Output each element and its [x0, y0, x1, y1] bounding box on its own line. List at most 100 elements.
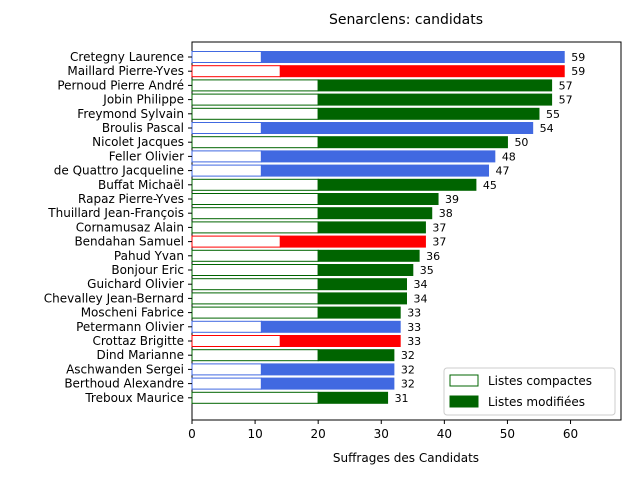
x-tick-label: 10 — [247, 427, 262, 441]
bar-modifiees — [317, 79, 553, 92]
bar-modifiees — [317, 391, 389, 404]
bar-modifiees — [317, 93, 553, 106]
bar-modifiees — [317, 264, 414, 276]
bar-compactes — [191, 249, 319, 262]
y-tick-label: Maillard Pierre-Yves — [67, 64, 184, 78]
bar-modifiees — [279, 235, 426, 248]
bar-modifiees — [317, 136, 508, 149]
bar-value-label: 45 — [483, 179, 497, 192]
bar-compactes — [191, 122, 262, 134]
bar-value-label: 57 — [559, 79, 573, 92]
bar-compactes — [191, 278, 319, 291]
y-tick-label: Cornamusaz Alain — [76, 220, 184, 234]
y-tick-label: Treboux Maurice — [84, 391, 184, 405]
bar-value-label: 34 — [414, 278, 428, 291]
bar-compactes — [191, 377, 262, 390]
y-tick-label: Crottaz Brigitte — [92, 334, 184, 348]
bar-value-label: 55 — [546, 108, 560, 121]
bar-compactes — [191, 292, 319, 305]
y-tick-label: Cretegny Laurence — [70, 50, 184, 64]
y-tick-label: Pahud Yvan — [114, 249, 184, 263]
bar-value-label: 33 — [407, 321, 421, 334]
bar-modifiees — [317, 278, 408, 291]
bar-compactes — [191, 164, 262, 177]
bar-value-label: 59 — [571, 51, 585, 64]
x-tick-label: 20 — [311, 427, 326, 441]
legend-label-modifiees: Listes modifiées — [488, 395, 585, 409]
y-tick-label: Bonjour Eric — [111, 263, 184, 277]
bar-modifiees — [317, 292, 408, 305]
y-tick-label: Broulis Pascal — [102, 121, 184, 135]
y-tick-label: Chevalley Jean-Bernard — [44, 291, 184, 305]
y-tick-label: Nicolet Jacques — [92, 135, 184, 149]
bar-compactes — [191, 207, 319, 220]
bar-compactes — [191, 178, 319, 191]
y-tick-label: Moscheni Fabrice — [81, 306, 184, 320]
bar-value-label: 31 — [395, 392, 409, 405]
bar-value-label: 34 — [414, 292, 428, 305]
y-tick-label: Guichard Olivier — [87, 277, 184, 291]
bar-value-label: 48 — [502, 150, 516, 163]
chart-title: Senarclens: candidats — [329, 12, 483, 28]
bar-compactes — [191, 264, 319, 276]
bar-value-label: 33 — [407, 307, 421, 320]
x-tick-label: 30 — [374, 427, 389, 441]
bar-modifiees — [317, 107, 540, 120]
bar-modifiees — [260, 320, 401, 333]
bar-compactes — [191, 51, 262, 63]
bar-compactes — [191, 235, 281, 248]
bar-modifiees — [260, 363, 395, 376]
bar-compactes — [191, 193, 319, 205]
bar-modifiees — [260, 51, 565, 63]
bar-modifiees — [260, 164, 490, 177]
bar-value-label: 35 — [420, 264, 434, 277]
x-axis: 0 10 20 30 40 50 60 — [188, 420, 578, 441]
bar-compactes — [191, 79, 319, 92]
bar-value-label: 54 — [540, 122, 554, 135]
y-tick-label: Bendahan Samuel — [74, 235, 184, 249]
y-tick-label: Dind Marianne — [96, 348, 184, 362]
y-tick-label: Freymond Sylvain — [77, 107, 184, 121]
bar-modifiees — [317, 207, 433, 220]
bars-layer: 5959575755545048474539383737363534343333… — [191, 51, 585, 405]
legend: Listes compactes Listes modifiées — [443, 367, 616, 416]
bar-modifiees — [317, 221, 426, 234]
legend-box — [443, 367, 616, 416]
y-tick-label: Aschwanden Sergei — [66, 362, 184, 376]
bar-value-label: 36 — [426, 250, 440, 263]
bar-compactes — [191, 363, 262, 376]
bar-compactes — [191, 65, 281, 78]
bar-value-label: 38 — [439, 207, 453, 220]
bar-modifiees — [260, 122, 534, 134]
bar-modifiees — [317, 306, 401, 319]
y-tick-label: Petermann Olivier — [76, 320, 184, 334]
bar-modifiees — [317, 178, 477, 191]
bar-value-label: 39 — [445, 193, 459, 206]
x-tick-label: 0 — [188, 427, 196, 441]
bar-compactes — [191, 221, 319, 234]
bar-value-label: 32 — [401, 363, 415, 376]
legend-swatch-compactes — [449, 374, 479, 387]
y-tick-label: Berthoud Alexandre — [64, 377, 184, 391]
bar-compactes — [191, 349, 319, 362]
bar-compactes — [191, 320, 262, 333]
bar-modifiees — [260, 377, 395, 390]
bar-value-label: 47 — [496, 165, 510, 178]
bar-value-label: 59 — [571, 65, 585, 78]
bar-compactes — [191, 107, 319, 120]
bar-compactes — [191, 335, 281, 347]
bar-modifiees — [317, 349, 395, 362]
x-tick-label: 40 — [437, 427, 452, 441]
bar-value-label: 32 — [401, 378, 415, 391]
bar-compactes — [191, 150, 262, 163]
bar-value-label: 57 — [559, 94, 573, 107]
y-tick-label: Thuillard Jean-François — [47, 206, 184, 220]
y-tick-label: de Quattro Jacqueline — [54, 164, 184, 178]
legend-label-compactes: Listes compactes — [488, 374, 592, 388]
bar-value-label: 33 — [407, 335, 421, 348]
y-tick-label: Rapaz Pierre-Yves — [78, 192, 184, 206]
bar-modifiees — [317, 193, 439, 205]
y-tick-label: Buffat Michaël — [98, 178, 184, 192]
